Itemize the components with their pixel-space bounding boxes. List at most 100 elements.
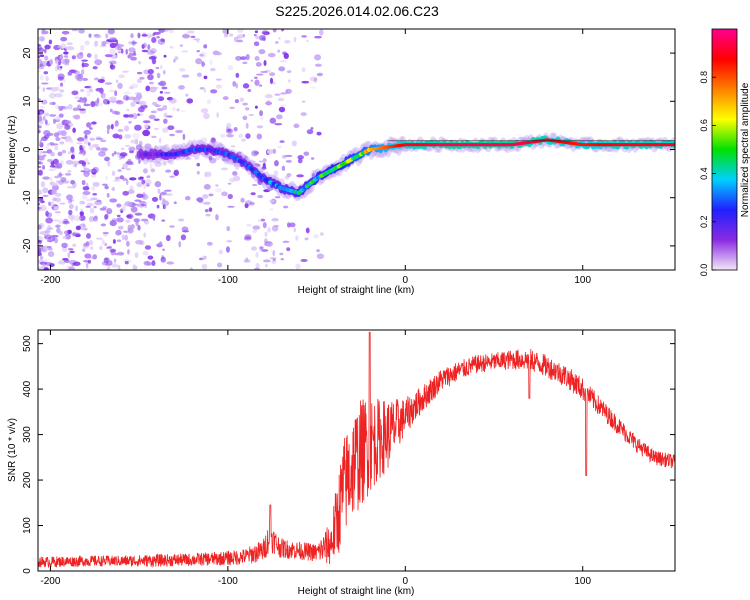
- spectrogram-speckle: [258, 49, 266, 55]
- spectrogram-speckle: [120, 48, 124, 54]
- spectrogram-speckle: [104, 156, 110, 162]
- spectrogram-speckle: [301, 67, 306, 73]
- spectrogram-speckle: [255, 251, 259, 258]
- spectrogram-speckle: [48, 92, 57, 99]
- spectrogram-speckle: [42, 189, 46, 194]
- spectrogram-speckle: [204, 171, 212, 177]
- spectrogram-speckle: [60, 36, 68, 42]
- colorbar: 0.0 0.2 0.4 0.6 0.8 Normalized spectral ampl…: [699, 28, 750, 276]
- spectrogram-speckle: [89, 89, 93, 93]
- spectrogram-speckle: [242, 115, 248, 121]
- spectrogram-speckle: [304, 237, 309, 241]
- spectrogram-speckle: [44, 112, 50, 117]
- spectrogram-speckle: [127, 249, 130, 255]
- spectrogram-speckle: [256, 133, 263, 140]
- spectrogram-speckle: [312, 234, 319, 239]
- spectrogram-speckle: [160, 38, 165, 42]
- spectrogram-speckle: [248, 113, 254, 117]
- spectrogram-speckle: [90, 173, 97, 179]
- spectrogram-speckle: [271, 225, 279, 232]
- spectrogram-speckle: [89, 127, 93, 130]
- spectrogram-speckle: [236, 29, 244, 34]
- spectrogram-speckle: [282, 240, 290, 244]
- spectrogram-speckle: [116, 251, 125, 256]
- spectrogram-speckle: [142, 42, 147, 48]
- spectrogram-speckle: [126, 178, 129, 186]
- spectrogram-speckle: [205, 213, 211, 217]
- spectrogram-speckle: [128, 47, 136, 53]
- spectrogram-speckle: [297, 158, 303, 164]
- spectrogram-speckle: [84, 253, 92, 259]
- spectrogram-speckle: [147, 68, 154, 75]
- snr-x-tick-label: 100: [574, 576, 591, 587]
- spectrogram-speckle: [107, 245, 112, 249]
- spectrogram-speckle: [254, 79, 260, 86]
- spectrogram-speckle: [312, 173, 315, 179]
- spectrogram-speckle: [305, 227, 310, 234]
- spectrogram-speckle: [148, 34, 154, 38]
- spectrogram-speckle: [42, 165, 45, 170]
- spectrogram-speckle: [173, 59, 176, 63]
- spectrogram-speckle: [98, 151, 106, 157]
- spectrogram-speckle: [239, 97, 245, 102]
- spectrogram-speckle: [59, 65, 63, 69]
- spectrogram-speckle: [227, 129, 232, 132]
- spectrogram-speckle: [208, 193, 214, 197]
- snr-y-tick-label: 100: [22, 517, 33, 534]
- spectrogram-speckle: [279, 252, 284, 256]
- spectrogram-speckle: [301, 80, 310, 84]
- spectrogram-speckle: [92, 166, 99, 174]
- spectrogram-speckle: [95, 237, 104, 240]
- spectrogram-speckle: [42, 29, 46, 32]
- spectrogram-speckle: [83, 259, 89, 263]
- spectrogram-speckle: [43, 267, 49, 270]
- spectrogram-speckle: [247, 89, 252, 93]
- spectrogram-speckle: [268, 200, 275, 203]
- spectrogram-speckle: [74, 96, 80, 100]
- spectrogram-speckle: [267, 52, 276, 58]
- spectrogram-speckle: [254, 30, 259, 34]
- spectrogram-speckle: [172, 106, 176, 112]
- spectrogram-speckle: [67, 252, 71, 259]
- spectrogram-speckle: [200, 137, 208, 144]
- spectrogram-y-axis: -20 -10 0 10 20: [22, 47, 675, 253]
- spectrogram-speckle: [67, 214, 75, 220]
- spectrogram-speckle: [141, 34, 148, 37]
- spectrogram-speckle: [234, 99, 239, 104]
- spectrogram-speckle: [210, 89, 218, 94]
- spectrogram-speckle: [47, 247, 53, 251]
- spectrogram-speckle: [54, 93, 63, 98]
- spectrogram-speckle: [117, 82, 123, 90]
- spectrogram-speckle: [258, 84, 263, 87]
- spectrogram-speckle: [319, 29, 324, 36]
- spectrogram-speckle: [184, 196, 191, 201]
- spectrogram-speckle: [210, 137, 216, 144]
- spectrogram-speckle: [204, 208, 209, 213]
- spectrogram-speckle: [99, 245, 103, 251]
- spectrogram-speckle: [50, 142, 54, 147]
- spectrogram-speckle: [300, 258, 308, 262]
- spectrogram-speckle: [104, 207, 112, 213]
- spectrogram-speckle: [135, 239, 143, 245]
- spectrogram-speckle: [58, 59, 62, 66]
- spectrogram-speckle: [159, 64, 163, 70]
- spectrogram-speckle: [67, 151, 72, 155]
- snr-x-tick-label: 0: [403, 576, 409, 587]
- spectrogram-speckle: [145, 85, 151, 92]
- spectrogram-speckle: [224, 33, 228, 38]
- snr-x-tick-label: -100: [218, 576, 238, 587]
- spectrogram-speckle: [106, 208, 113, 215]
- spectrogram-speckle: [263, 60, 267, 67]
- spectrogram-speckle: [80, 208, 84, 213]
- spectrogram-speckle: [125, 48, 128, 55]
- spectrogram-speckle: [155, 66, 160, 70]
- spectrogram-speckle: [124, 261, 129, 265]
- spectrogram-speckle: [66, 194, 73, 201]
- spectrogram-speckle: [130, 101, 136, 108]
- spectrogram-speckle: [158, 137, 162, 144]
- spectrogram-speckle: [245, 53, 250, 61]
- spectrogram-speckle: [161, 200, 170, 207]
- spectrogram-speckle: [138, 60, 142, 65]
- spectrogram-speckle: [84, 134, 88, 140]
- spectrogram-speckle: [63, 230, 72, 235]
